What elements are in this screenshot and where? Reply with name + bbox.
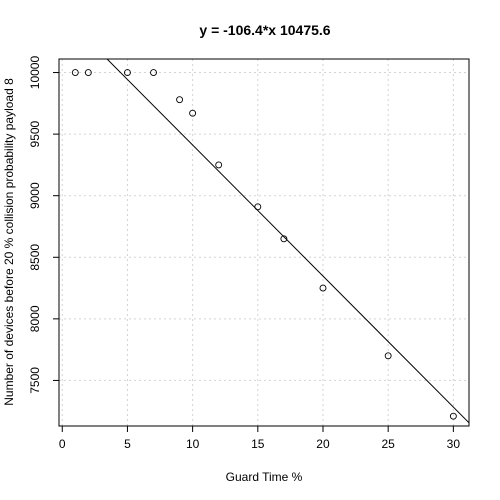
data-point (254, 203, 262, 211)
y-tick-label: 8000 (28, 305, 42, 332)
x-tick-label: 30 (447, 437, 461, 451)
x-tick-label: 20 (316, 437, 330, 451)
y-tick-label: 8500 (28, 244, 42, 271)
y-axis: 7500 8000 8500 9000 9500 10000 (28, 56, 59, 394)
data-point (71, 69, 79, 76)
data-point (189, 109, 197, 117)
y-tick-label: 10000 (28, 56, 42, 90)
fit-line-group (106, 59, 469, 424)
grid (59, 59, 469, 426)
x-tick-label: 25 (381, 437, 395, 451)
plot-frame (58, 58, 470, 427)
data-point (150, 69, 157, 76)
data-point (319, 284, 327, 292)
y-tick-label: 7500 (28, 367, 42, 394)
x-tick-label: 5 (124, 437, 131, 451)
x-axis-label: Guard Time % (226, 470, 303, 484)
data-point (123, 69, 131, 76)
data-point (84, 69, 92, 76)
data-point (280, 235, 288, 243)
fit-line (106, 59, 469, 424)
y-tick-label: 9000 (28, 182, 42, 209)
data-point (215, 161, 223, 169)
chart-title: y = -106.4*x 10475.6 (199, 22, 330, 38)
x-tick-label: 15 (251, 437, 265, 451)
x-tick-label: 0 (59, 437, 66, 451)
x-tick-label: 10 (186, 437, 200, 451)
data-point (384, 352, 392, 360)
data-point (449, 412, 457, 420)
data-points (71, 69, 457, 420)
y-axis-label: Number of devices before 20 % collision … (2, 78, 16, 406)
x-axis: 0 5 10 15 20 25 30 (59, 426, 460, 451)
y-tick-label: 9500 (28, 120, 42, 147)
data-point (176, 96, 184, 104)
